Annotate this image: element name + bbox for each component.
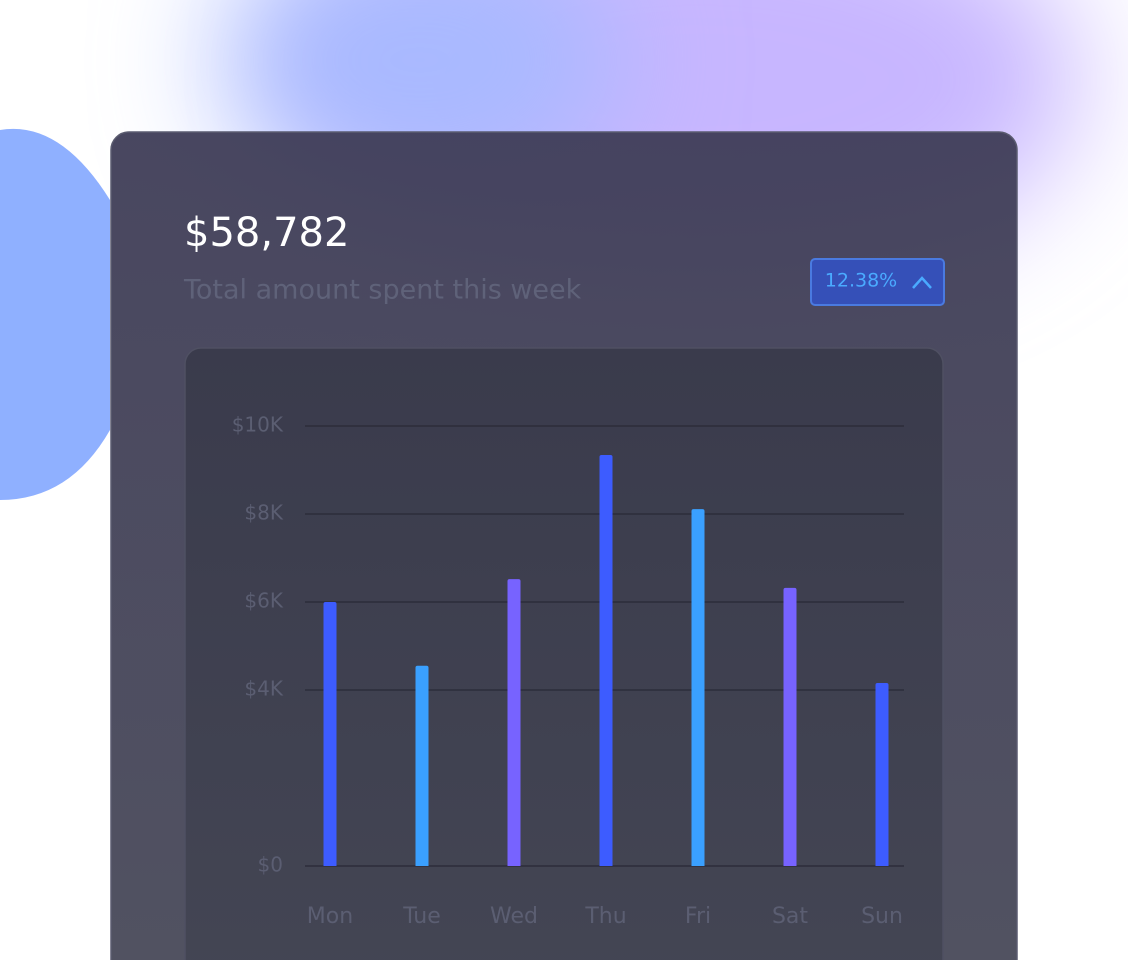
- y-tick-label: $6K: [244, 589, 283, 613]
- x-tick-label: Mon: [307, 904, 353, 929]
- amount: $58,782: [184, 210, 349, 256]
- bar: [691, 509, 705, 866]
- x-tick-label: Fri: [685, 904, 711, 929]
- bar: [599, 455, 613, 866]
- x-tick-label: Wed: [490, 904, 538, 929]
- x-tick-label: Sat: [772, 904, 808, 929]
- bar: [783, 587, 797, 866]
- bar: [415, 665, 429, 866]
- x-tick-label: Thu: [584, 904, 626, 929]
- bar: [323, 602, 337, 866]
- bar: [875, 682, 889, 866]
- y-tick-label: $10K: [232, 413, 284, 437]
- badge-box: [810, 258, 945, 306]
- y-tick-label: $4K: [244, 677, 283, 701]
- chart-panel: [184, 347, 944, 960]
- x-tick-label: Sun: [861, 904, 903, 929]
- y-tick-label: $8K: [244, 501, 283, 525]
- subtitle: Total amount spent this week: [183, 275, 582, 306]
- badge-text: 12.38%: [825, 270, 897, 292]
- y-tick-label: $0: [258, 853, 283, 877]
- plot: $0 $4K $6K $8K $10K Mon Tue Wed Thu Fri Sat Sun: [232, 413, 904, 929]
- badge[interactable]: 12.38%: [810, 258, 945, 306]
- x-tick-label: Tue: [402, 904, 441, 929]
- bar: [507, 579, 521, 866]
- chevron-up: [912, 276, 932, 289]
